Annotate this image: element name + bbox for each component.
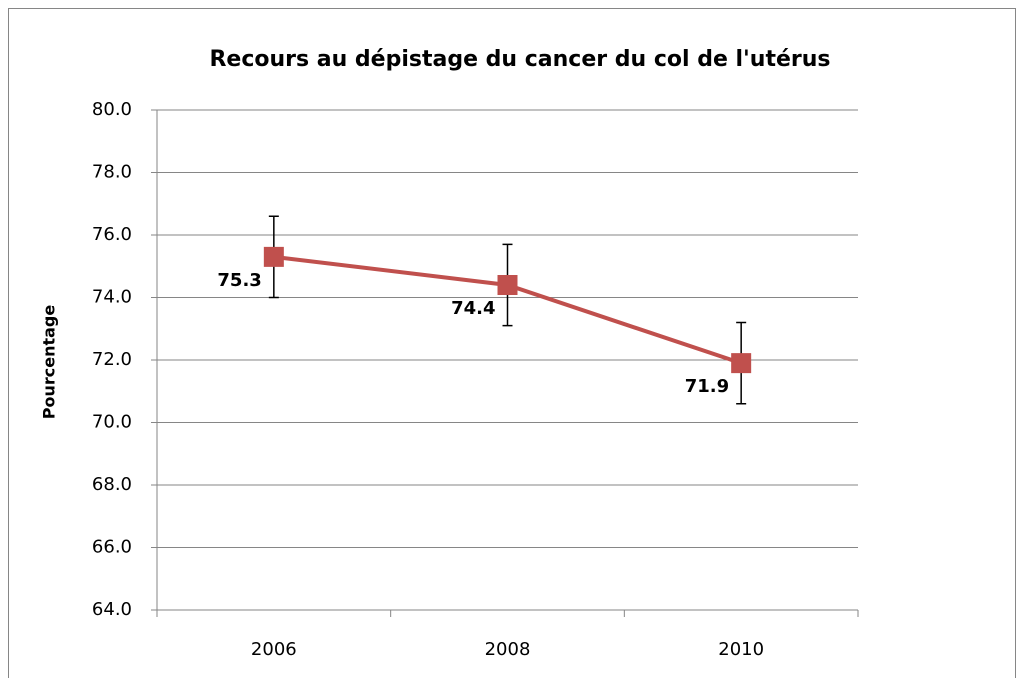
y-tick-label: 68.0 <box>92 474 132 495</box>
y-axis-label: Pourcentage <box>40 305 59 420</box>
chart-title: Recours au dépistage du cancer du col de… <box>209 47 830 72</box>
y-tick-label: 80.0 <box>92 99 132 120</box>
y-tick-label: 72.0 <box>92 349 132 370</box>
chart-border <box>8 8 1016 678</box>
y-tick-label: 74.0 <box>92 287 132 308</box>
marker <box>731 353 752 374</box>
x-tick-label: 2006 <box>251 639 297 660</box>
y-tick-label: 70.0 <box>92 412 132 433</box>
marker <box>497 275 518 295</box>
marker <box>263 246 284 267</box>
data-label: 71.9 <box>685 376 729 397</box>
x-tick-label: 2008 <box>485 639 531 660</box>
data-label: 74.4 <box>451 298 495 319</box>
x-tick-label: 2010 <box>718 639 764 660</box>
y-tick-label: 64.0 <box>92 599 132 620</box>
data-label: 75.3 <box>217 270 261 291</box>
y-tick-label: 78.0 <box>92 162 132 183</box>
y-tick-label: 76.0 <box>92 224 132 245</box>
y-tick-label: 66.0 <box>92 537 132 558</box>
